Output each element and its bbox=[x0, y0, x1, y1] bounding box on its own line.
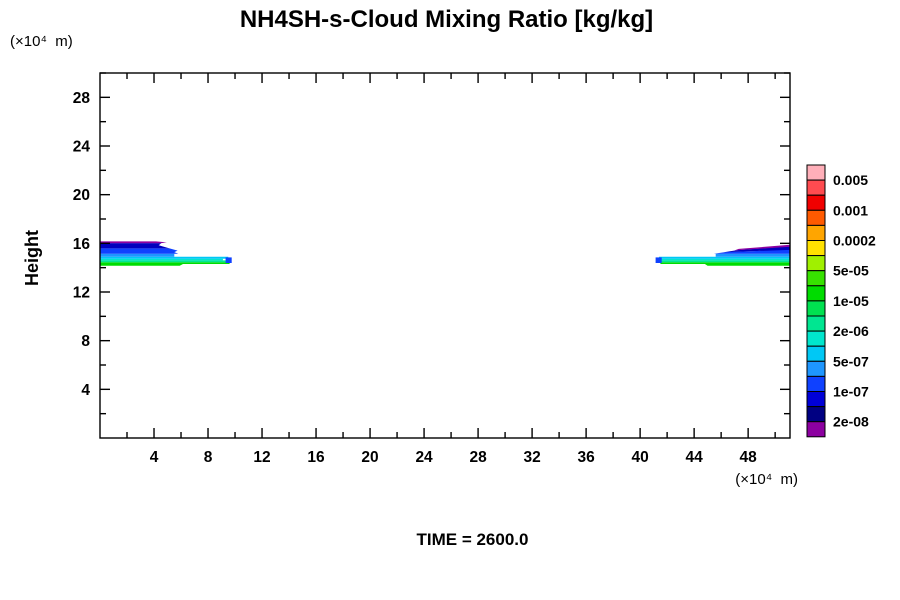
left-cloud-blue-band bbox=[100, 248, 179, 254]
left-cloud-navy-band bbox=[100, 243, 170, 249]
time-annotation: TIME = 2600.0 bbox=[416, 530, 529, 549]
colorbar-cell bbox=[806, 315, 826, 332]
y-tick-label: 28 bbox=[73, 90, 91, 107]
colorbar-label: 5e-05 bbox=[833, 263, 869, 279]
right-cloud-midblue-band bbox=[715, 253, 790, 257]
left-cloud-green-band bbox=[100, 262, 230, 266]
y-tick-label: 12 bbox=[73, 285, 90, 302]
left-cloud-midblue-band bbox=[100, 253, 175, 257]
y-tick-label: 4 bbox=[81, 382, 90, 399]
right-cloud-purple-top bbox=[734, 244, 790, 251]
x-tick-label: 8 bbox=[204, 449, 213, 466]
colorbar-label: 0.005 bbox=[833, 172, 868, 188]
colorbar-cell bbox=[806, 406, 826, 423]
x-axis-unit-label: (×10⁴ m) bbox=[735, 471, 798, 488]
y-tick-label: 20 bbox=[73, 187, 90, 204]
colorbar-label: 2e-08 bbox=[833, 414, 869, 430]
colorbar-cell bbox=[806, 194, 826, 211]
x-tick-label: 20 bbox=[361, 449, 378, 466]
right-cloud-azure-band bbox=[659, 256, 790, 259]
x-tick-label: 16 bbox=[307, 449, 325, 466]
x-tick-label: 12 bbox=[253, 449, 270, 466]
right-cloud-green-band bbox=[660, 262, 790, 266]
colorbar-cell bbox=[806, 270, 826, 287]
left-cloud-springgreen-band bbox=[100, 260, 231, 263]
colorbar-cell bbox=[806, 360, 826, 377]
left-cloud-purple-top bbox=[100, 241, 167, 244]
y-axis-unit-label: (×10⁴ m) bbox=[10, 33, 73, 50]
colorbar-label: 1e-07 bbox=[833, 384, 869, 400]
left-cloud-azure-band bbox=[100, 256, 229, 259]
colorbar-label: 5e-07 bbox=[833, 353, 869, 369]
x-tick-label: 32 bbox=[523, 449, 540, 466]
x-tick-label: 48 bbox=[740, 449, 758, 466]
colorbar-cell bbox=[806, 345, 826, 362]
left-cloud-tip-cap bbox=[225, 257, 232, 263]
plot-title: NH4SH-s-Cloud Mixing Ratio [kg/kg] bbox=[239, 6, 654, 33]
colorbar-label: 2e-06 bbox=[833, 323, 869, 339]
colorbar-cell bbox=[806, 300, 826, 317]
x-tick-label: 28 bbox=[469, 449, 487, 466]
right-cloud-tip-cap bbox=[655, 257, 662, 263]
y-tick-label: 16 bbox=[73, 236, 91, 253]
colorbar-cell bbox=[806, 255, 826, 272]
colorbar-cell bbox=[806, 240, 826, 257]
right-cloud-springgreen-band bbox=[657, 260, 790, 263]
y-axis-label: Height bbox=[22, 230, 42, 286]
plot-frame bbox=[99, 72, 791, 439]
colorbar-cell bbox=[806, 209, 826, 226]
y-tick-label: 24 bbox=[73, 139, 91, 156]
colorbar-label: 0.0002 bbox=[833, 233, 876, 249]
left-cloud-turquoise-band bbox=[100, 258, 223, 261]
colorbar-cell bbox=[806, 375, 826, 392]
colorbar-cell bbox=[806, 179, 826, 196]
colorbar-label: 1e-05 bbox=[833, 293, 869, 309]
colorbar-cell bbox=[806, 285, 826, 302]
colorbar-cell bbox=[806, 421, 826, 438]
colorbar-cell bbox=[806, 224, 826, 241]
x-tick-label: 44 bbox=[686, 449, 704, 466]
x-tick-label: 24 bbox=[415, 449, 433, 466]
x-tick-label: 36 bbox=[577, 449, 595, 466]
colorbar-cell bbox=[806, 164, 826, 181]
y-tick-label: 8 bbox=[81, 333, 90, 350]
right-cloud-turquoise-band bbox=[660, 258, 790, 261]
x-tick-label: 40 bbox=[631, 449, 648, 466]
colorbar-cell bbox=[806, 391, 826, 408]
colorbar-cell bbox=[806, 330, 826, 347]
x-tick-label: 4 bbox=[150, 449, 159, 466]
colorbar-label: 0.001 bbox=[833, 202, 868, 218]
